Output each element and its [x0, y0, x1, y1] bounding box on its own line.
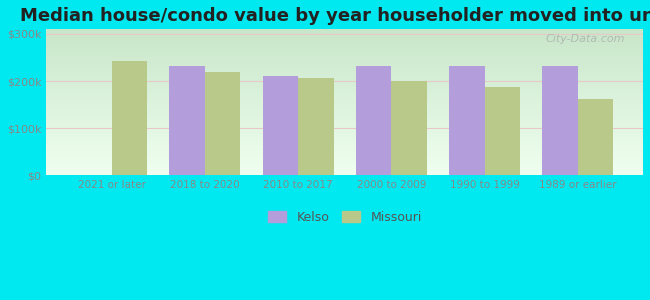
Title: Median house/condo value by year householder moved into unit: Median house/condo value by year househo…: [20, 7, 650, 25]
Bar: [170, 66, 205, 175]
Bar: [205, 72, 240, 175]
Bar: [112, 61, 147, 175]
Bar: [263, 76, 298, 175]
Legend: Kelso, Missouri: Kelso, Missouri: [261, 205, 428, 230]
Bar: [578, 98, 613, 175]
Text: City-Data.com: City-Data.com: [545, 34, 625, 44]
Bar: [391, 81, 427, 175]
Bar: [449, 66, 485, 175]
Bar: [542, 66, 578, 175]
Bar: [485, 87, 520, 175]
Bar: [298, 78, 333, 175]
Bar: [356, 65, 391, 175]
